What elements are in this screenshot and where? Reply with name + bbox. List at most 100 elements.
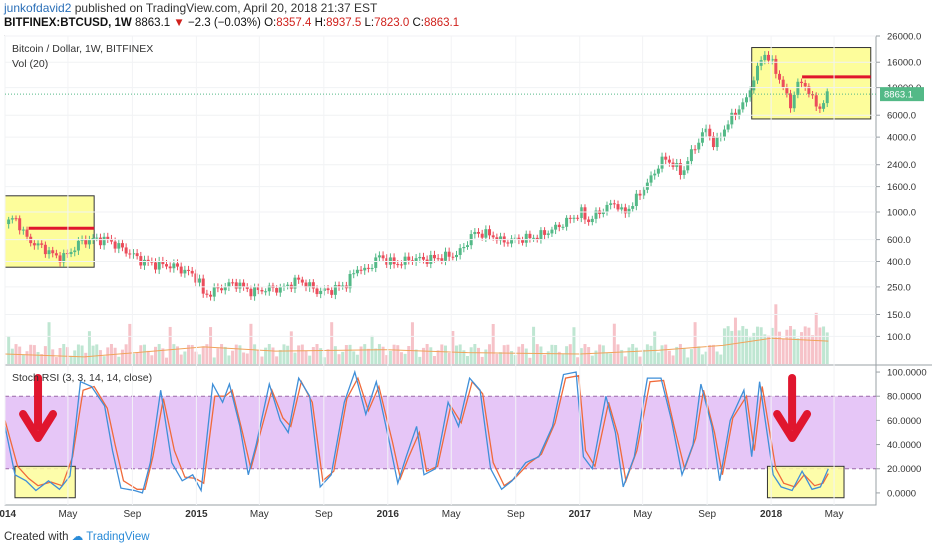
volume-bar [348,344,352,364]
candle-body [223,286,227,291]
candle-body [131,253,135,255]
candle-body [623,207,627,214]
volume-bar [748,337,752,364]
volume-bar [234,344,238,364]
candle-body [649,175,653,183]
low-label: L: [364,17,375,29]
stoch-axis-label: 40.0000 [887,440,921,451]
candle-body [748,90,752,98]
time-axis-label: May [58,509,77,520]
stoch-axis-label: 100.0000 [887,368,927,379]
author-link[interactable]: junkofdavid2 [4,1,72,15]
volume-bar [366,348,370,364]
candle-body [535,237,539,240]
candle-body [51,250,55,254]
price-axis-label: 6000.0 [887,111,916,122]
volume-bar [609,353,613,364]
candle-body [557,224,561,228]
volume-bar [135,352,139,364]
high-label: H: [314,17,327,29]
volume-bar [502,345,506,364]
candle-body [179,266,183,274]
time-axis-label: May [633,509,652,520]
volume-bar [385,355,389,364]
volume-bar [491,324,495,364]
candle-body [440,258,444,261]
candle-body [161,261,165,265]
candle-body [789,93,793,109]
volume-bar [675,346,679,364]
published-text: published on TradingView.com, April 20, … [74,1,378,15]
volume-bar [686,357,690,364]
time-axis-label: 2014 [0,509,17,520]
candle-body [744,97,748,103]
volume-bar [513,355,517,364]
candle-body [451,256,455,258]
candle-body [381,255,385,259]
volume-bar [322,357,326,364]
volume-bar [282,344,286,364]
volume-bar [572,327,576,364]
candle-body [227,282,231,287]
volume-bar [98,350,102,364]
close-value: 8863.1 [423,17,460,29]
candle-body [796,81,800,95]
volume-bar [546,351,550,364]
volume-bar [634,347,638,364]
volume-bar [363,344,367,364]
candle-body [513,237,517,239]
volume-bar [87,331,91,364]
candle-body [87,239,91,245]
volume-bar [480,356,484,364]
volume-bar [117,356,121,364]
volume-bar [84,352,88,364]
high-value: 8937.5 [326,17,362,29]
candle-body [403,256,407,265]
candle-body [572,217,576,219]
candle-body [660,156,664,169]
last-price-label: 8863.1 [884,90,913,101]
volume-bar [711,344,715,364]
volume-bar [198,354,202,364]
candle-body [656,168,660,174]
candle-body [539,230,543,240]
volume-bar [18,346,22,364]
candle-body [521,240,525,243]
candle-body [315,288,319,295]
volume-bar [704,351,708,364]
volume-bar [506,344,510,364]
candle-body [172,263,176,269]
volume-bar [759,327,763,364]
volume-bars [4,304,829,364]
last-price-tag [880,87,924,102]
candle-body [414,258,418,262]
volume-bar [29,344,33,364]
candle-body [183,269,187,274]
price-axis-label: 400.0 [887,257,911,268]
candle-body [605,204,609,212]
volume-bar [715,351,719,364]
stoch-axis-label: 20.0000 [887,464,921,475]
volume-bar [458,344,462,364]
axes: 26000.016000.010000.06000.04000.02400.01… [0,32,927,521]
candle-body [510,238,514,244]
candle-body [304,282,308,288]
candle-body [168,266,172,269]
candle-body [726,124,730,130]
tradingview-brand-link[interactable]: TradingView [86,531,150,543]
volume-bar [443,345,447,364]
candle-body [495,237,499,241]
volume-bar [311,347,315,364]
candle-body [73,250,77,253]
volume-bar [330,322,334,364]
time-axis-label: Sep [698,509,716,520]
candle-body [326,288,330,291]
candle-body [741,102,745,110]
candle-body [627,208,631,214]
candle-body [264,291,268,293]
close-label: C: [412,17,424,29]
candle-body [730,112,734,125]
volume-bar [201,346,205,364]
candle-body [76,240,80,251]
